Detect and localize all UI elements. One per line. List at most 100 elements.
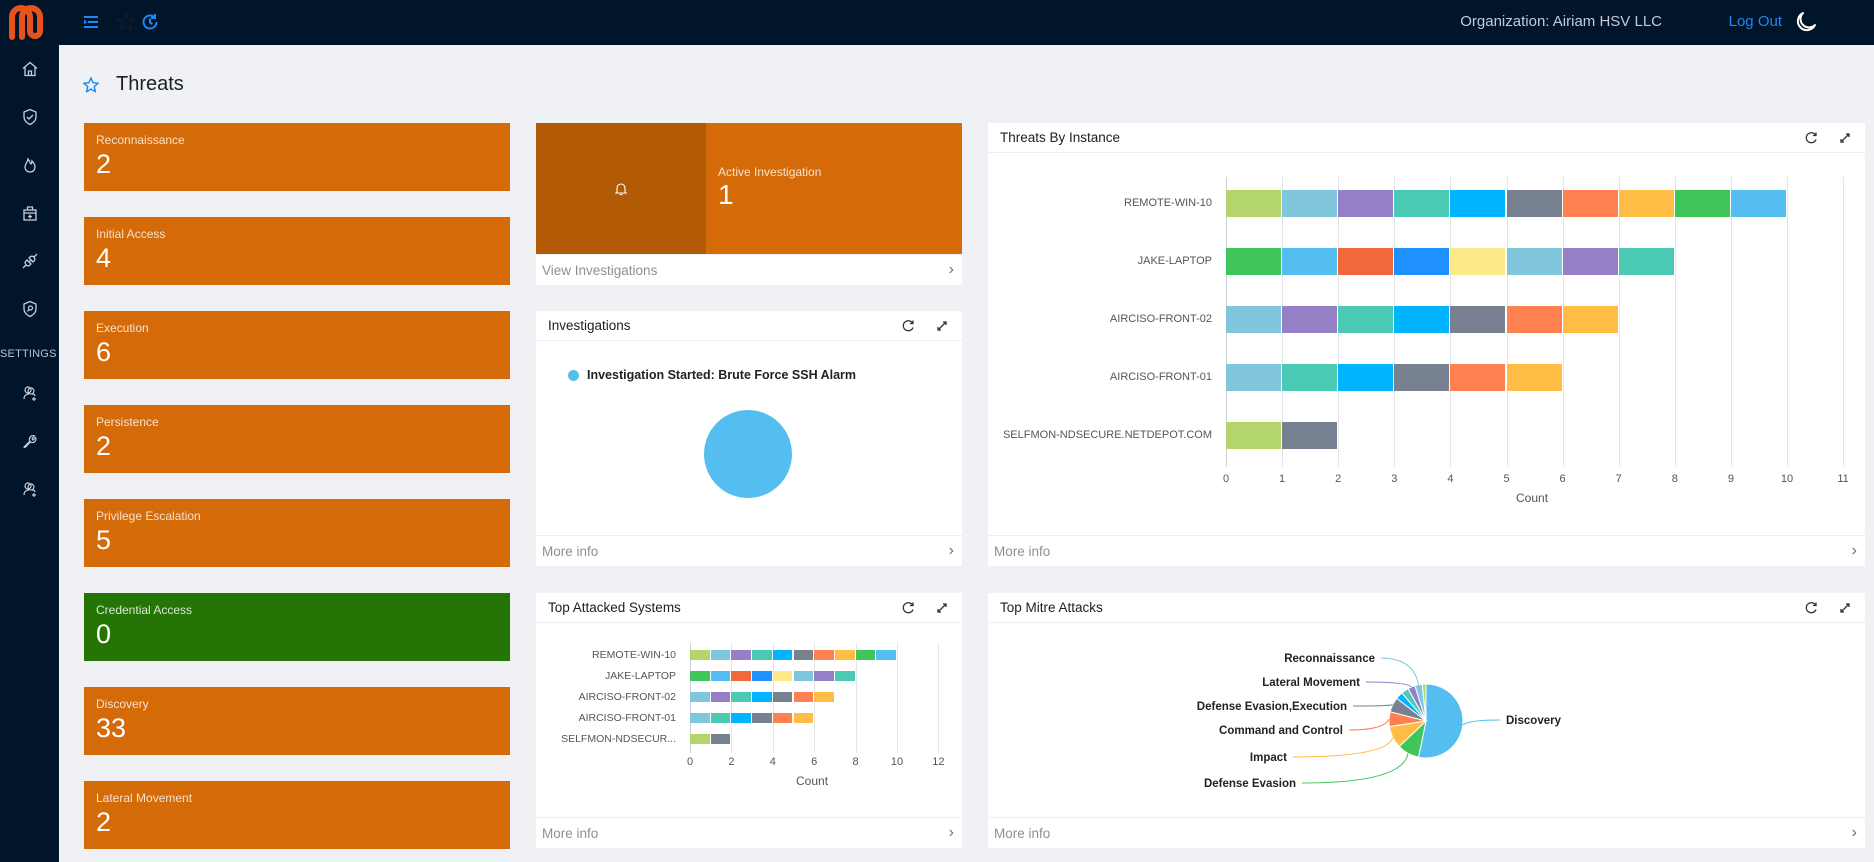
bar-segment[interactable]	[1618, 248, 1675, 275]
bar-segment[interactable]	[752, 671, 773, 681]
bar-segment[interactable]	[1338, 306, 1395, 333]
bar-segment[interactable]	[752, 692, 773, 702]
bar-segment[interactable]	[1338, 248, 1395, 275]
bar-segment[interactable]	[1394, 248, 1451, 275]
sidebar-item-threats[interactable]	[0, 145, 59, 185]
sidebar-item-shield-check[interactable]	[0, 97, 59, 137]
bar-segment[interactable]	[1282, 306, 1339, 333]
bar-segment[interactable]	[1226, 306, 1283, 333]
more-info-link[interactable]: More info ›	[988, 817, 1865, 848]
bar-segment[interactable]	[752, 713, 773, 723]
bar-segment[interactable]	[793, 713, 815, 723]
bar-segment[interactable]	[834, 650, 856, 660]
bar-segment[interactable]	[793, 692, 815, 702]
refresh-button[interactable]	[1803, 130, 1819, 146]
bar-segment[interactable]	[690, 713, 711, 723]
top-mitre-attacks-pie-chart[interactable]: Discovery Defense Evasion Impact Command an…	[988, 623, 1865, 813]
pie-slice[interactable]	[1417, 683, 1464, 759]
bar-segment[interactable]	[710, 671, 732, 681]
bar-segment[interactable]	[772, 650, 794, 660]
menu-icon[interactable]	[80, 11, 102, 33]
bar-segment[interactable]	[1506, 364, 1563, 391]
bar-segment[interactable]	[1394, 364, 1451, 391]
app-logo[interactable]	[8, 3, 44, 41]
tile-lateral-movement[interactable]: Lateral Movement 2	[84, 781, 510, 849]
bar-segment[interactable]	[690, 692, 711, 702]
tile-discovery[interactable]: Discovery 33	[84, 687, 510, 755]
bar-segment[interactable]	[1394, 306, 1451, 333]
star-icon[interactable]	[115, 11, 137, 33]
bar-segment[interactable]	[1450, 306, 1507, 333]
investigations-legend-item[interactable]: Investigation Started: Brute Force SSH A…	[568, 368, 856, 382]
bar-segment[interactable]	[1506, 248, 1563, 275]
bar-segment[interactable]	[1226, 190, 1283, 217]
sidebar-item-integrations[interactable]	[0, 241, 59, 281]
expand-button[interactable]	[1837, 130, 1853, 146]
bar-segment[interactable]	[814, 671, 835, 681]
bar-segment[interactable]	[1226, 422, 1283, 449]
tile-initial-access[interactable]: Initial Access 4	[84, 217, 510, 285]
bar-segment[interactable]	[752, 650, 773, 660]
bar-segment[interactable]	[690, 734, 711, 744]
bar-segment[interactable]	[690, 671, 711, 681]
bar-segment[interactable]	[710, 692, 732, 702]
bar-segment[interactable]	[1562, 190, 1619, 217]
refresh-button[interactable]	[900, 600, 916, 616]
bar-segment[interactable]	[814, 692, 835, 702]
bar-segment[interactable]	[710, 713, 732, 723]
bar-segment[interactable]	[1562, 248, 1619, 275]
sidebar-item-policies[interactable]	[0, 289, 59, 329]
bar-segment[interactable]	[1506, 190, 1563, 217]
bar-segment[interactable]	[1338, 190, 1395, 217]
bar-segment[interactable]	[710, 734, 732, 744]
bar-segment[interactable]	[772, 713, 794, 723]
bar-segment[interactable]	[1506, 306, 1563, 333]
bar-segment[interactable]	[1730, 190, 1787, 217]
sidebar-item-users[interactable]	[0, 373, 59, 413]
bar-segment[interactable]	[1282, 248, 1339, 275]
bar-segment[interactable]	[793, 671, 815, 681]
more-info-link[interactable]: More info ›	[988, 535, 1865, 566]
more-info-link[interactable]: More info ›	[536, 535, 962, 566]
bar-segment[interactable]	[710, 650, 732, 660]
bar-segment[interactable]	[855, 650, 877, 660]
bar-segment[interactable]	[793, 650, 815, 660]
bar-segment[interactable]	[731, 671, 753, 681]
bar-segment[interactable]	[731, 650, 753, 660]
bar-segment[interactable]	[1282, 364, 1339, 391]
bar-segment[interactable]	[1394, 190, 1451, 217]
sidebar-item-tools[interactable]	[0, 421, 59, 461]
expand-button[interactable]	[1837, 600, 1853, 616]
bar-segment[interactable]	[731, 692, 753, 702]
sidebar-item-groups[interactable]	[0, 469, 59, 509]
tile-execution[interactable]: Execution 6	[84, 311, 510, 379]
tile-privilege-escalation[interactable]: Privilege Escalation 5	[84, 499, 510, 567]
expand-button[interactable]	[934, 600, 950, 616]
bar-segment[interactable]	[814, 650, 835, 660]
bar-segment[interactable]	[876, 650, 897, 660]
bar-segment[interactable]	[1618, 190, 1675, 217]
bar-segment[interactable]	[690, 650, 711, 660]
moon-icon[interactable]	[1794, 10, 1818, 34]
bar-segment[interactable]	[731, 713, 753, 723]
logout-link[interactable]: Log Out	[1728, 13, 1782, 30]
bar-segment[interactable]	[1226, 248, 1283, 275]
view-investigations-link[interactable]: View Investigations ›	[536, 254, 962, 285]
refresh-button[interactable]	[900, 318, 916, 334]
investigations-pie-chart[interactable]	[704, 410, 792, 498]
bar-segment[interactable]	[834, 671, 856, 681]
bar-segment[interactable]	[1282, 190, 1339, 217]
bar-segment[interactable]	[1562, 306, 1619, 333]
favorite-star-icon[interactable]	[82, 76, 100, 94]
more-info-link[interactable]: More info ›	[536, 817, 962, 848]
pie-slice[interactable]	[1421, 683, 1427, 722]
tile-persistence[interactable]: Persistence 2	[84, 405, 510, 473]
bar-segment[interactable]	[1338, 364, 1395, 391]
bar-segment[interactable]	[772, 671, 794, 681]
tile-reconnaissance[interactable]: Reconnaissance 2	[84, 123, 510, 191]
refresh-button[interactable]	[1803, 600, 1819, 616]
history-icon[interactable]	[139, 11, 161, 33]
bar-segment[interactable]	[1450, 248, 1507, 275]
bar-segment[interactable]	[1450, 190, 1507, 217]
sidebar-item-home[interactable]	[0, 49, 59, 89]
